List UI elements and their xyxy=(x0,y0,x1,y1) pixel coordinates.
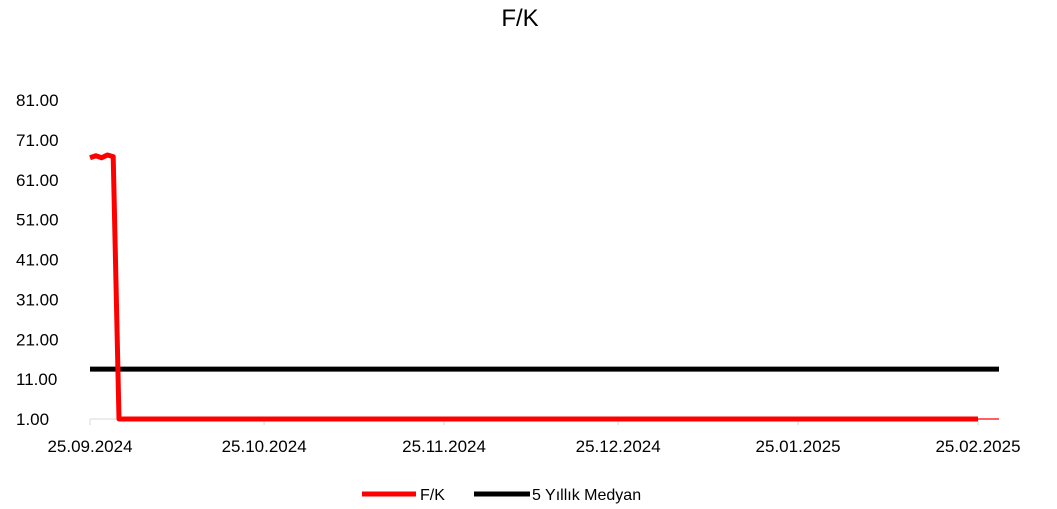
plot-area xyxy=(89,152,999,422)
x-tick-label: 25.12.2024 xyxy=(576,437,661,456)
y-tick-label: 41.00 xyxy=(16,251,59,270)
legend: F/K 5 Yıllık Medyan xyxy=(362,487,641,504)
y-tick-label: 61.00 xyxy=(16,171,59,190)
chart-title: F/K xyxy=(501,5,538,32)
x-tick-label: 25.01.2025 xyxy=(756,437,841,456)
x-tick-label: 25.11.2024 xyxy=(402,437,486,456)
y-tick-label: 81.00 xyxy=(16,91,59,110)
y-tick-label: 51.00 xyxy=(16,211,59,230)
x-tick-label: 25.02.2025 xyxy=(935,437,1020,456)
y-axis: 1.00 11.00 21.00 31.00 41.00 51.00 61.00 71.00 8… xyxy=(16,91,59,429)
x-tick-label: 25.10.2024 xyxy=(222,437,307,456)
series-line-fk xyxy=(89,152,978,422)
y-tick-label: 21.00 xyxy=(16,330,59,349)
x-tick-label: 25.09.2024 xyxy=(47,437,132,456)
legend-label-fk: F/K xyxy=(420,487,445,504)
legend-label-median: 5 Yıllık Medyan xyxy=(532,487,641,504)
y-tick-label: 31.00 xyxy=(16,290,59,309)
x-axis: 25.09.2024 25.10.2024 25.11.2024 25.12.2024… xyxy=(47,418,1057,459)
y-tick-label: 71.00 xyxy=(16,131,59,150)
x-axis-clip xyxy=(1028,429,1057,459)
y-tick-label: 11.00 xyxy=(16,370,57,389)
y-tick-label: 1.00 xyxy=(16,410,49,429)
